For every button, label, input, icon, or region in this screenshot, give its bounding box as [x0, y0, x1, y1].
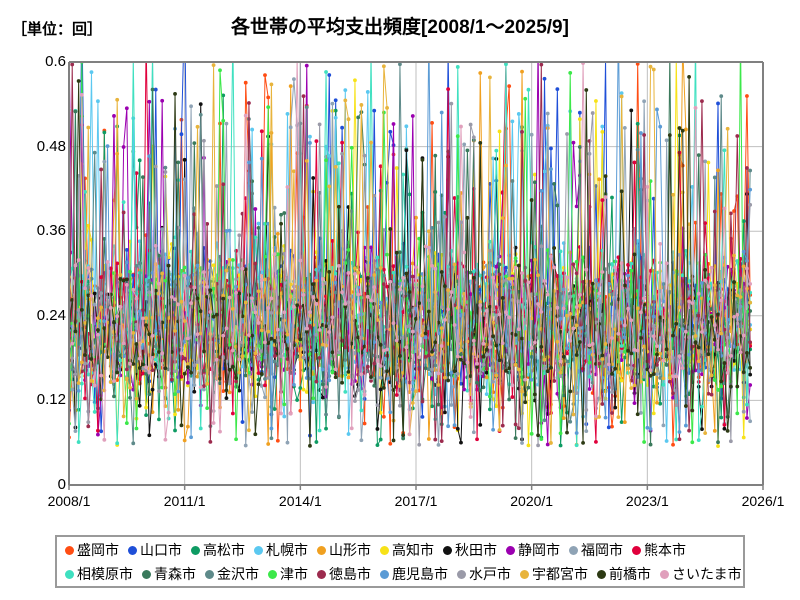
legend-label: 札幌市 [266, 542, 308, 558]
x-axis-tick-label: 2020/1 [510, 493, 554, 509]
legend-label: 青森市 [154, 566, 196, 582]
legend-item-秋田市[interactable]: 秋田市 [443, 543, 497, 557]
legend-marker-icon [128, 545, 137, 555]
legend-item-前橋市[interactable]: 前橋市 [597, 567, 651, 581]
y-axis-tick-label: 0.12 [36, 391, 66, 409]
legend-item-青森市[interactable]: 青森市 [142, 567, 196, 581]
legend-item-高知市[interactable]: 高知市 [380, 543, 434, 557]
legend-marker-icon [268, 569, 277, 579]
unit-label: ［単位：回］ [12, 21, 103, 38]
legend-marker-icon [317, 545, 326, 555]
legend-item-金沢市[interactable]: 金沢市 [205, 567, 259, 581]
legend-item-静岡市[interactable]: 静岡市 [506, 543, 560, 557]
legend-item-山口市[interactable]: 山口市 [128, 543, 182, 557]
legend-item-宇都宮市[interactable]: 宇都宮市 [520, 567, 588, 581]
legend-marker-icon [65, 569, 74, 579]
legend-marker-icon [660, 569, 669, 579]
legend-label: 水戸市 [469, 566, 511, 582]
legend-marker-icon [457, 569, 466, 579]
legend-row: 盛岡市 山口市 高松市 札幌市 山形市 高知市 秋田市 静岡市 福岡市 熊本市 [57, 538, 743, 562]
y-axis-tick-label: 0.48 [36, 137, 66, 155]
x-axis-tick-label: 2023/1 [625, 493, 669, 509]
legend-marker-icon [205, 569, 214, 579]
legend-item-相模原市[interactable]: 相模原市 [65, 567, 133, 581]
legend-label: 高松市 [203, 542, 245, 558]
legend-row: 相模原市 青森市 金沢市 津市 徳島市 鹿児島市 水戸市 宇都宮市 前橋市 さいたま市 [57, 562, 743, 586]
legend-marker-icon [443, 545, 452, 555]
x-axis-tick-label: 2017/1 [394, 493, 438, 509]
legend-marker-icon [191, 545, 200, 555]
y-axis-tick-label: 0 [57, 476, 66, 493]
legend-label: 山形市 [329, 542, 371, 558]
legend-marker-icon [597, 569, 606, 579]
legend-item-山形市[interactable]: 山形市 [317, 543, 371, 557]
x-axis-tick-label: 2011/1 [163, 493, 206, 509]
legend-label: 徳島市 [329, 566, 371, 582]
legend-label: 山口市 [140, 542, 182, 558]
legend-label: 津市 [280, 566, 308, 582]
legend-label: 熊本市 [644, 542, 686, 558]
legend-item-さいたま市[interactable]: さいたま市 [660, 567, 742, 581]
x-axis-tick-label: 2026/1 [741, 493, 785, 509]
legend-item-水戸市[interactable]: 水戸市 [457, 567, 511, 581]
legend-marker-icon [65, 545, 74, 555]
y-axis-tick-label: 0.36 [36, 222, 66, 240]
y-axis-tick-label: 0.24 [36, 306, 66, 324]
legend-label: 盛岡市 [77, 542, 119, 558]
legend-label: さいたま市 [672, 566, 742, 582]
legend-item-熊本市[interactable]: 熊本市 [632, 543, 686, 557]
legend-label: 前橋市 [609, 566, 651, 582]
legend-label: 金沢市 [217, 566, 259, 582]
legend-label: 秋田市 [455, 542, 497, 558]
legend-marker-icon [254, 545, 263, 555]
x-axis-tick-label: 2008/1 [47, 493, 91, 509]
chart-title: 各世帯の平均支出頻度[2008/1～2025/9] [231, 17, 569, 38]
legend-label: 高知市 [392, 542, 434, 558]
y-axis-tick-label: 0.6 [45, 53, 66, 70]
legend-marker-icon [506, 545, 515, 555]
legend-marker-icon [380, 545, 389, 555]
legend-item-鹿児島市[interactable]: 鹿児島市 [380, 567, 448, 581]
legend-label: 宇都宮市 [532, 566, 588, 582]
x-axis-tick-label: 2014/1 [278, 493, 322, 509]
legend-marker-icon [317, 569, 326, 579]
legend-marker-icon [380, 569, 389, 579]
legend-item-高松市[interactable]: 高松市 [191, 543, 245, 557]
legend-marker-icon [632, 545, 641, 555]
legend-item-福岡市[interactable]: 福岡市 [569, 543, 623, 557]
legend-label: 鹿児島市 [392, 566, 448, 582]
legend-label: 福岡市 [581, 542, 623, 558]
y-axis-tick-labels: 0.6 0.48 0.36 0.24 0.12 0 [0, 0, 66, 600]
legend-marker-icon [142, 569, 151, 579]
legend-label: 相模原市 [77, 566, 133, 582]
legend-item-札幌市[interactable]: 札幌市 [254, 543, 308, 557]
legend-item-徳島市[interactable]: 徳島市 [317, 567, 371, 581]
legend-label: 静岡市 [518, 542, 560, 558]
legend-marker-icon [520, 569, 529, 579]
legend: 盛岡市 山口市 高松市 札幌市 山形市 高知市 秋田市 静岡市 福岡市 熊本市 相模原市 青森市 金沢… [55, 535, 745, 588]
legend-item-盛岡市[interactable]: 盛岡市 [65, 543, 119, 557]
legend-marker-icon [569, 545, 578, 555]
legend-item-津市[interactable]: 津市 [268, 567, 308, 581]
